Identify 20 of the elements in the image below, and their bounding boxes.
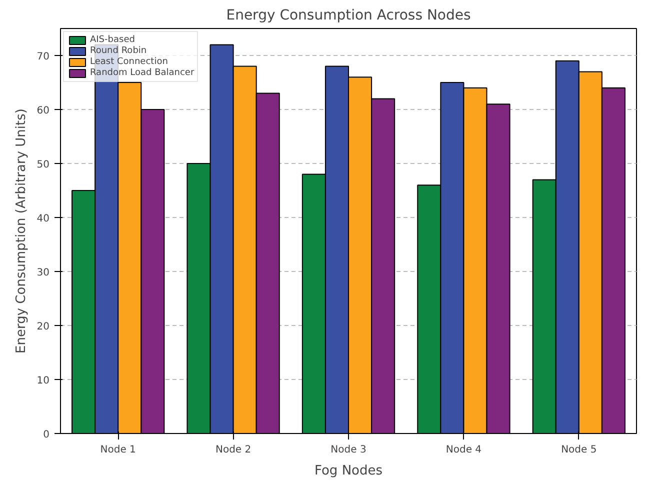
y-tick-label: 70 bbox=[36, 52, 50, 62]
y-tick-label: 0 bbox=[43, 430, 50, 440]
y-tick-label: 20 bbox=[36, 322, 50, 332]
y-tick-label: 10 bbox=[36, 376, 50, 386]
legend-label: Random Load Balancer bbox=[90, 68, 194, 78]
y-tick-label: 60 bbox=[36, 106, 50, 116]
x-tick-label: Node 5 bbox=[561, 444, 597, 456]
y-tick-label: 40 bbox=[36, 214, 50, 224]
x-tick-label: Node 1 bbox=[100, 444, 136, 456]
legend-label: Round Robin bbox=[90, 46, 147, 56]
y-axis-title: Energy Consumption (Arbitrary Units) bbox=[14, 108, 29, 354]
y-tick-label: 30 bbox=[36, 268, 50, 278]
legend-label: AIS-based bbox=[90, 35, 135, 45]
x-tick-label: Node 3 bbox=[330, 444, 366, 456]
x-axis-title: Fog Nodes bbox=[314, 464, 383, 478]
chart-title: Energy Consumption Across Nodes bbox=[226, 8, 471, 24]
legend-label: Least Connection bbox=[90, 57, 168, 67]
y-tick-label: 50 bbox=[36, 160, 50, 170]
x-tick-label: Node 4 bbox=[446, 444, 482, 456]
x-tick-label: Node 2 bbox=[215, 444, 252, 456]
